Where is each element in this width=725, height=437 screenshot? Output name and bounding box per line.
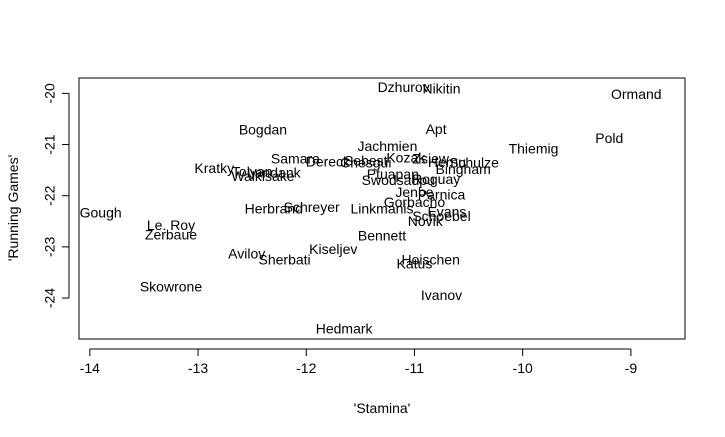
point-label: Apt [426,121,447,137]
point-label: Evans [427,203,466,219]
point-label: Ivanov [421,287,462,303]
point-label: Jenbe [395,184,433,200]
y-axis: -24 -23 -22 -21 -20 [42,83,70,308]
point-label: Avilov [228,245,265,261]
point-label: Schulze [449,155,499,171]
point-label: Le. Roy [147,217,195,233]
y-tick-label: -23 [42,237,58,257]
x-tick-label: -9 [625,360,638,376]
y-tick-label: -21 [42,134,58,154]
point-label: Linkmanis [350,201,413,217]
point-label: Landank [247,164,302,180]
point-label: Pold [595,130,623,146]
point-label: Ormand [611,86,662,102]
point-label: Katus [397,255,433,271]
point-label: Sherbati [259,251,311,267]
point-label: Gorbacho [384,194,446,210]
point-label: Sebest [344,153,388,169]
y-tick-label: -22 [42,185,58,205]
point-label: Schoebel [412,208,470,224]
point-label: Kozak [386,150,426,166]
point-label: Dzhurov [378,79,430,95]
point-label: Jachmien [357,138,417,154]
point-label: Herbrand [245,201,303,217]
point-label: Nikitin [422,80,460,96]
point-label: Hedmark [316,320,374,336]
x-tick-label: -12 [296,360,316,376]
point-label: Samara [271,151,320,167]
point-label: Tolyan [232,163,272,179]
x-tick-label: -10 [513,360,533,376]
x-tick-label: -14 [80,360,100,376]
x-axis: -14 -13 -12 -11 -10 -9 [80,348,638,376]
point-label: Zsiew [412,151,449,167]
x-tick-label: -13 [188,360,208,376]
point-label: Dereck [306,154,351,170]
x-axis-label: 'Stamina' [354,400,411,416]
point-label: Walkisake [231,168,294,184]
point-label: Zerbaue [145,226,197,242]
point-label: Swodsadpu [362,172,435,188]
y-tick-label: -20 [42,83,58,103]
point-label: Bennett [358,227,406,243]
point-label: Bogdan [239,121,287,137]
point-label: Novik [408,213,444,229]
y-tick-label: -24 [42,288,58,308]
point-label: Hernu [428,154,466,170]
point-label: Schreyer [284,199,340,215]
point-label: Parnica [418,186,466,202]
point-label: Bingham [436,161,491,177]
y-axis-label: 'Running Games' [5,155,21,262]
point-label: Kratky [194,160,234,176]
point-label: Ptuapan [367,166,419,182]
point-label: Thiemig [509,140,559,156]
point-label: Gough [80,204,122,220]
x-tick-label: -11 [405,360,424,376]
point-label: Kiseljev [309,241,357,257]
point-label: Roguay [412,171,460,187]
plot-box [78,77,686,340]
point-label: Chesgui [340,155,391,171]
point-label: Skowrone [140,279,202,295]
point-label: Hoischen [402,251,460,267]
